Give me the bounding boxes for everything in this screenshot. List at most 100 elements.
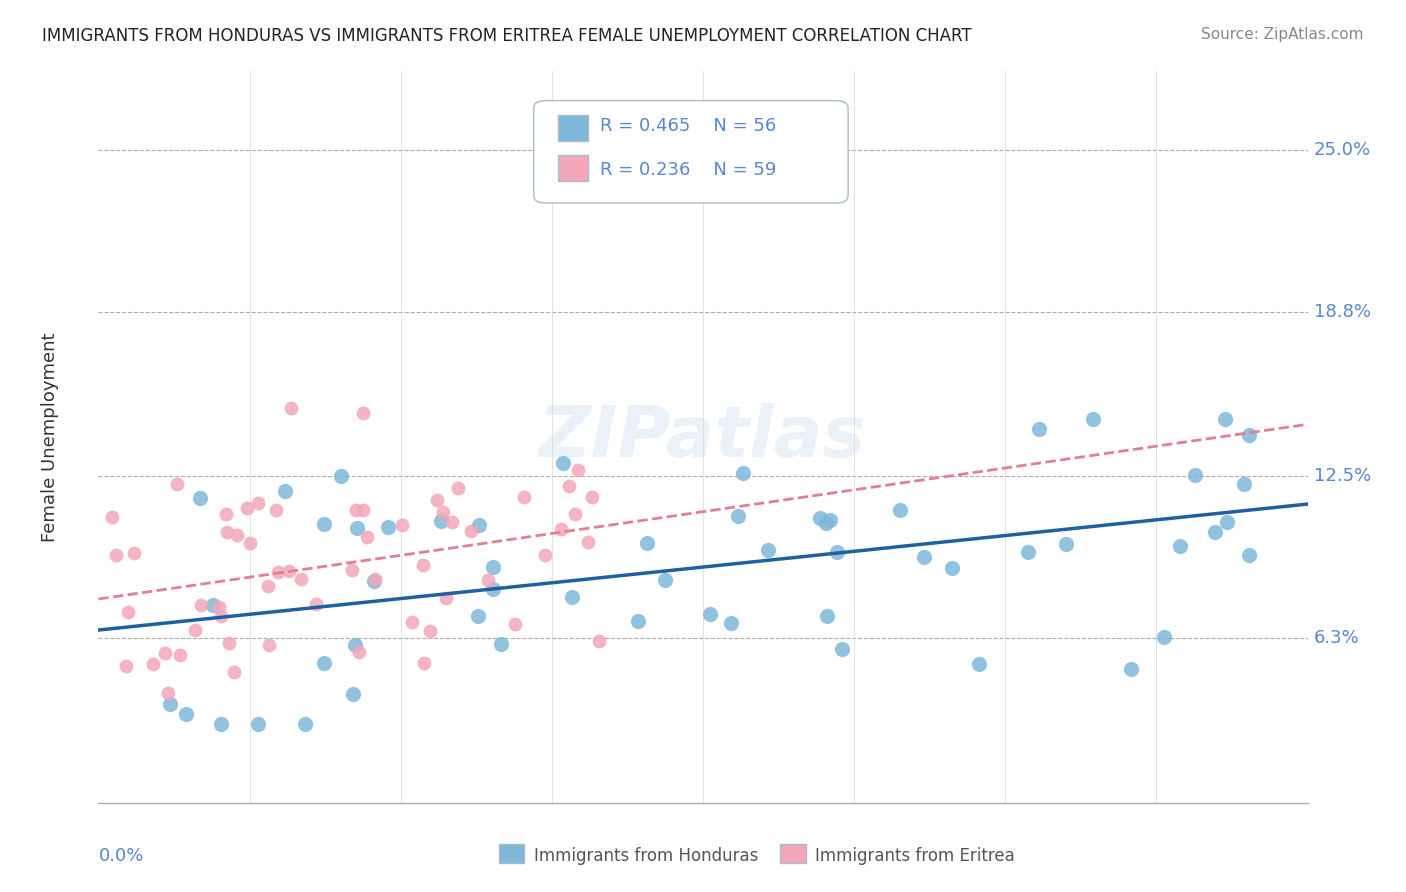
Point (550, 521, 572, 535)
Point (117, 605, 139, 619)
Bar (558, 115, 588, 141)
Point (467, 609, 489, 624)
Point (967, 657, 990, 671)
Point (441, 515, 464, 529)
Point (314, 656, 336, 670)
Point (1121, 662, 1143, 676)
Point (290, 572, 312, 586)
Text: IMMIGRANTS FROM HONDURAS VS IMMIGRANTS FROM ERITREA FEMALE UNEMPLOYMENT CORRELAT: IMMIGRANTS FROM HONDURAS VS IMMIGRANTS F… (42, 27, 972, 45)
Text: R = 0.465    N = 56: R = 0.465 N = 56 (600, 117, 776, 136)
Point (1216, 515, 1239, 529)
Point (278, 565, 301, 579)
Point (364, 572, 387, 586)
Point (188, 491, 211, 505)
Text: Source: ZipAtlas.com: Source: ZipAtlas.com (1201, 27, 1364, 42)
Point (426, 493, 449, 508)
Point (153, 646, 176, 660)
Point (222, 665, 245, 679)
Point (142, 657, 165, 671)
Point (305, 598, 328, 612)
Point (654, 573, 676, 587)
Bar (780, 844, 806, 863)
Point (576, 534, 599, 549)
Point (105, 548, 128, 562)
Point (564, 507, 586, 521)
Point (246, 496, 269, 510)
Point (344, 638, 367, 652)
Point (174, 707, 197, 722)
Text: Immigrants from Honduras: Immigrants from Honduras (534, 847, 759, 865)
Point (274, 484, 297, 499)
Point (122, 546, 145, 560)
Point (477, 573, 499, 587)
Point (280, 401, 302, 415)
Point (352, 503, 374, 517)
Text: Immigrants from Eritrea: Immigrants from Eritrea (815, 847, 1015, 865)
Point (391, 518, 413, 533)
Point (329, 468, 352, 483)
Point (209, 717, 232, 731)
Point (184, 623, 207, 637)
Point (941, 561, 963, 575)
Point (377, 520, 399, 534)
Point (447, 481, 470, 495)
Point (159, 698, 181, 712)
Point (1204, 524, 1226, 539)
Point (503, 616, 526, 631)
Point (756, 542, 779, 557)
Bar (558, 155, 588, 181)
Point (720, 615, 742, 630)
Point (190, 598, 212, 612)
Point (1153, 630, 1175, 644)
Point (294, 717, 316, 731)
Text: ZIPatlas: ZIPatlas (540, 402, 866, 472)
Point (588, 634, 610, 648)
Point (727, 508, 749, 523)
Point (513, 490, 536, 504)
Point (156, 686, 179, 700)
Text: Female Unemployment: Female Unemployment (41, 333, 59, 541)
Point (430, 514, 453, 528)
Point (1054, 537, 1077, 551)
Point (553, 456, 575, 470)
Point (115, 659, 138, 673)
Point (340, 563, 363, 577)
Bar (499, 844, 524, 863)
Point (267, 566, 290, 580)
Point (352, 406, 374, 420)
Point (401, 615, 423, 629)
Point (169, 648, 191, 662)
Point (239, 535, 262, 549)
Point (1213, 412, 1236, 426)
Point (460, 524, 482, 538)
Point (1028, 422, 1050, 436)
Point (166, 476, 188, 491)
Text: 6.3%: 6.3% (1313, 629, 1360, 648)
Point (534, 548, 557, 562)
Point (215, 508, 238, 522)
Point (208, 600, 231, 615)
Point (356, 530, 378, 544)
Point (1233, 476, 1256, 491)
Point (412, 558, 434, 573)
Point (1237, 428, 1260, 442)
Point (1184, 467, 1206, 482)
Point (815, 609, 838, 624)
Point (482, 582, 505, 596)
Point (581, 491, 603, 505)
Point (733, 466, 755, 480)
Point (347, 645, 370, 659)
Point (889, 503, 911, 517)
Point (468, 517, 491, 532)
Point (1017, 545, 1039, 559)
Point (818, 513, 841, 527)
Point (699, 607, 721, 621)
Point (831, 642, 853, 657)
Point (561, 590, 583, 604)
Point (432, 505, 454, 519)
Point (201, 598, 224, 612)
Point (434, 591, 457, 606)
Point (344, 503, 367, 517)
Point (481, 560, 503, 574)
Point (266, 503, 288, 517)
